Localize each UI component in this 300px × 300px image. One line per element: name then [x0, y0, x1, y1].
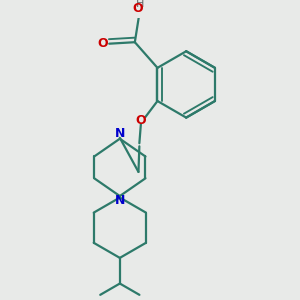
Text: O: O — [97, 37, 108, 50]
Text: O: O — [133, 2, 143, 15]
Text: N: N — [115, 128, 125, 140]
Text: N: N — [115, 194, 125, 207]
Text: H: H — [136, 0, 145, 9]
Text: O: O — [136, 114, 146, 127]
